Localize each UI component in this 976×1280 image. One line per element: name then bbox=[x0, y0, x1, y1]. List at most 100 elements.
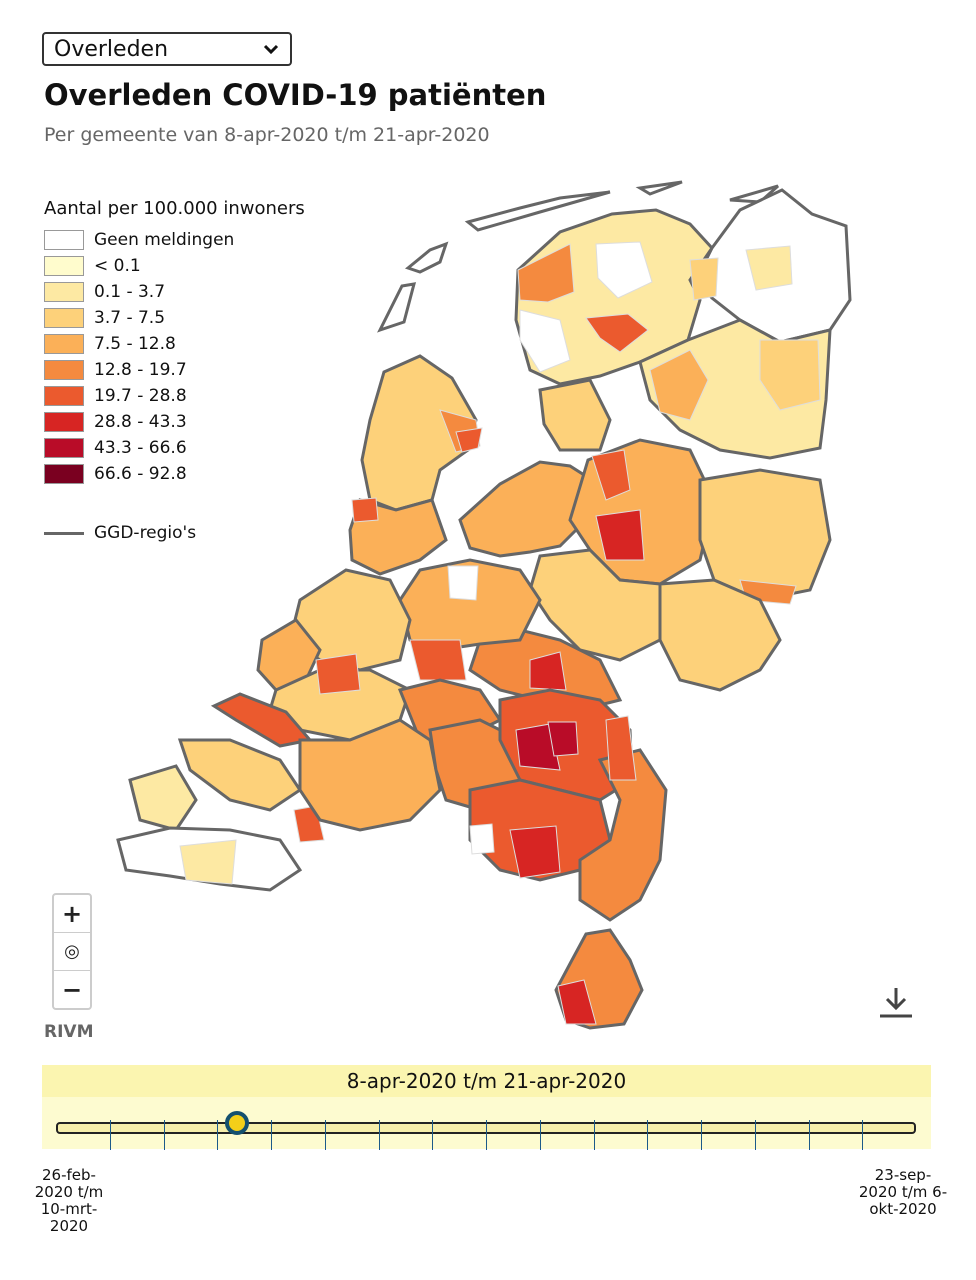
region-gelderland-oost[interactable] bbox=[658, 578, 782, 692]
legend-swatch bbox=[44, 230, 84, 250]
timeline-tick bbox=[647, 1120, 649, 1150]
legend-label: 3.7 - 7.5 bbox=[94, 308, 166, 328]
legend-item: 43.3 - 66.6 bbox=[44, 435, 305, 461]
region-friesland-center[interactable] bbox=[585, 313, 649, 353]
timeline-tick bbox=[432, 1120, 434, 1150]
region-enkhuizen[interactable] bbox=[455, 427, 483, 453]
island-terschelling[interactable] bbox=[635, 180, 683, 196]
region-maastricht[interactable] bbox=[557, 979, 597, 1025]
legend-label: 28.8 - 43.3 bbox=[94, 412, 187, 432]
timeline-tick bbox=[217, 1120, 219, 1150]
legend-label: < 0.1 bbox=[94, 256, 141, 276]
region-gelderland-noord[interactable] bbox=[528, 548, 662, 662]
region-walcheren[interactable] bbox=[128, 764, 198, 832]
download-button[interactable] bbox=[876, 984, 916, 1020]
legend-item: Geen meldingen bbox=[44, 227, 305, 253]
region-rotterdam-center[interactable] bbox=[315, 653, 361, 695]
region-uden[interactable] bbox=[547, 721, 579, 757]
legend-item: 12.8 - 19.7 bbox=[44, 357, 305, 383]
region-drenthe-east[interactable] bbox=[759, 339, 821, 411]
region-venlo[interactable] bbox=[605, 715, 637, 781]
region-groningen-east[interactable] bbox=[745, 245, 793, 291]
region-brabant-white[interactable] bbox=[469, 823, 495, 855]
download-icon bbox=[880, 988, 912, 1018]
timeline-tick bbox=[378, 1120, 380, 1150]
map-svg[interactable] bbox=[0, 170, 976, 1040]
legend-swatch bbox=[44, 308, 84, 328]
choropleth-map[interactable] bbox=[0, 170, 976, 1040]
timeline-tick bbox=[486, 1120, 487, 1150]
legend-swatch bbox=[44, 282, 84, 302]
region-friesland-west[interactable] bbox=[517, 243, 575, 303]
legend-swatch bbox=[44, 412, 84, 432]
legend-swatch bbox=[44, 438, 84, 458]
region-utrecht-white[interactable] bbox=[447, 565, 479, 601]
timeline-tick bbox=[593, 1120, 595, 1150]
page-subtitle: Per gemeente van 8-apr-2020 t/m 21-apr-2… bbox=[44, 124, 490, 146]
region-zwolle[interactable] bbox=[591, 449, 631, 501]
region-twente[interactable] bbox=[698, 468, 832, 602]
legend-title: Aantal per 100.000 inwoners bbox=[44, 198, 305, 219]
region-noord-holland[interactable] bbox=[360, 354, 478, 512]
region-nijmegen[interactable] bbox=[529, 651, 567, 691]
legend-ggd-label: GGD-regio's bbox=[94, 523, 197, 543]
island-vlieland[interactable] bbox=[464, 190, 611, 232]
island-texel[interactable] bbox=[404, 241, 449, 274]
region-friesland-southwest[interactable] bbox=[519, 309, 571, 373]
legend-swatch bbox=[44, 360, 84, 380]
region-noordoostpolder[interactable] bbox=[538, 378, 612, 452]
legend-swatch bbox=[44, 386, 84, 406]
timeline-tick bbox=[808, 1120, 810, 1150]
legend-item: < 0.1 bbox=[44, 253, 305, 279]
legend-swatch bbox=[44, 334, 84, 354]
legend-label: 7.5 - 12.8 bbox=[94, 334, 176, 354]
region-zeeuws-vlaanderen-east[interactable] bbox=[179, 839, 237, 885]
region-groningen-south[interactable] bbox=[689, 257, 719, 301]
zoom-reset-button[interactable]: ◎ bbox=[54, 933, 90, 971]
attribution-logo: RIVM bbox=[44, 1022, 94, 1042]
timeline-tick bbox=[754, 1120, 756, 1150]
legend-label: 19.7 - 28.8 bbox=[94, 386, 187, 406]
region-limburg-noord[interactable] bbox=[578, 748, 668, 922]
legend-item: 66.6 - 92.8 bbox=[44, 461, 305, 487]
region-utrecht-south[interactable] bbox=[409, 639, 467, 681]
island-small[interactable] bbox=[729, 184, 779, 204]
metric-select-value: Overleden bbox=[54, 36, 169, 62]
chevron-down-icon bbox=[263, 44, 279, 55]
region-oss[interactable] bbox=[515, 723, 561, 771]
legend-item: 19.7 - 28.8 bbox=[44, 383, 305, 409]
legend-label: 66.6 - 92.8 bbox=[94, 464, 187, 484]
timeline-tick bbox=[271, 1120, 272, 1150]
zoom-in-button[interactable]: + bbox=[54, 895, 90, 933]
timeline-tick bbox=[163, 1120, 165, 1150]
region-zeeland-north[interactable] bbox=[177, 738, 303, 812]
legend-item: 7.5 - 12.8 bbox=[44, 331, 305, 357]
legend-item: 28.8 - 43.3 bbox=[44, 409, 305, 435]
legend-swatch bbox=[44, 256, 84, 276]
legend-label: 12.8 - 19.7 bbox=[94, 360, 187, 380]
region-zaanstad[interactable] bbox=[351, 497, 379, 523]
zoom-out-button[interactable]: − bbox=[61, 975, 83, 1004]
legend-item: 0.1 - 3.7 bbox=[44, 279, 305, 305]
timeline-tick bbox=[701, 1120, 702, 1150]
timeline-tick bbox=[324, 1120, 326, 1150]
ggd-line-swatch bbox=[44, 531, 84, 535]
legend-label: 43.3 - 66.6 bbox=[94, 438, 187, 458]
island-north-holland-tip[interactable] bbox=[377, 282, 417, 333]
legend-items: Geen meldingen < 0.1 0.1 - 3.7 3.7 - 7.5 7.5… bbox=[44, 227, 305, 487]
region-eindhoven[interactable] bbox=[509, 825, 561, 879]
metric-select[interactable]: Overleden bbox=[42, 32, 292, 66]
region-west-brabant[interactable] bbox=[298, 718, 442, 832]
timeline-current-label: 8-apr-2020 t/m 21-apr-2020 bbox=[42, 1065, 931, 1097]
timeline-tick bbox=[862, 1120, 864, 1150]
region-deventer[interactable] bbox=[595, 509, 645, 561]
legend-label: 0.1 - 3.7 bbox=[94, 282, 166, 302]
timeline-handle[interactable] bbox=[224, 1111, 249, 1135]
timeline-tick bbox=[539, 1120, 541, 1150]
legend-item: 3.7 - 7.5 bbox=[44, 305, 305, 331]
zoom-controls: + ◎ − bbox=[52, 893, 92, 1010]
legend-ggd-item: GGD-regio's bbox=[44, 523, 305, 543]
timeline-tick bbox=[109, 1120, 111, 1150]
region-drenthe-west[interactable] bbox=[649, 349, 709, 421]
region-friesland-white[interactable] bbox=[595, 241, 653, 299]
